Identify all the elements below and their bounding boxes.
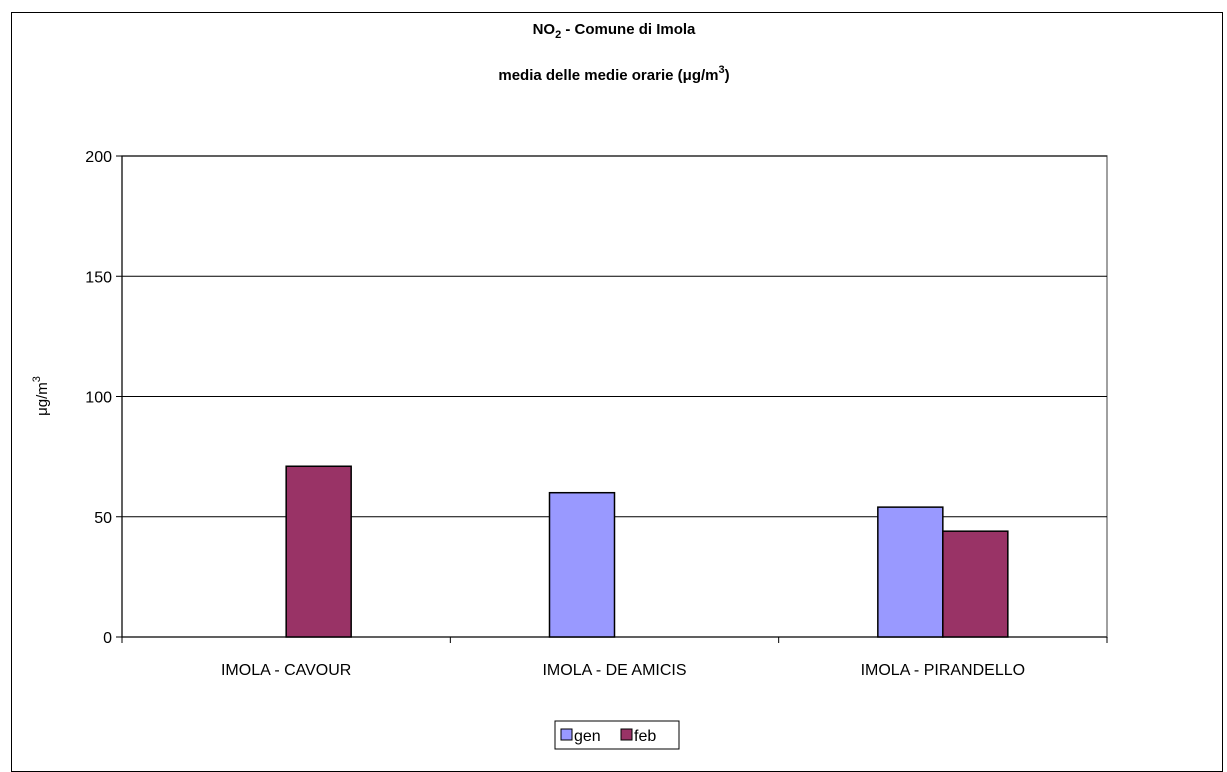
legend [554,720,680,750]
y-tick-label: 0 [103,630,112,647]
category-label: IMOLA - DE AMICIS [542,662,686,679]
category-label: IMOLA - CAVOUR [221,662,351,679]
y-tick-label: 150 [85,269,112,286]
bar-gen-1 [548,491,616,638]
bar-feb-2 [942,530,1009,638]
legend-items: gen feb [560,728,656,745]
y-axis-label: μg/m3 [31,376,51,416]
x-axis-ticks [121,637,1108,643]
bar-feb-0 [285,465,352,638]
y-tick-label: 100 [85,390,112,407]
y-tick-label: 50 [94,510,112,527]
legend-label-feb: feb [634,728,656,745]
bar-gen-2 [877,506,944,638]
legend-swatch-feb [620,728,633,741]
category-labels: IMOLA - CAVOUR IMOLA - DE AMICIS IMOLA - P… [221,662,1025,679]
category-label: IMOLA - PIRANDELLO [861,662,1026,679]
legend-swatch-gen [560,728,573,741]
chart-title-line-1: NO2 - Comune di Imola [533,21,696,41]
legend-label-gen: gen [574,728,601,745]
y-tick-label: 200 [85,149,112,166]
chart-title-line-2: media delle medie orarie (μg/m3) [498,64,729,84]
y-axis-ticks: 0 50 100 150 200 [85,149,122,647]
